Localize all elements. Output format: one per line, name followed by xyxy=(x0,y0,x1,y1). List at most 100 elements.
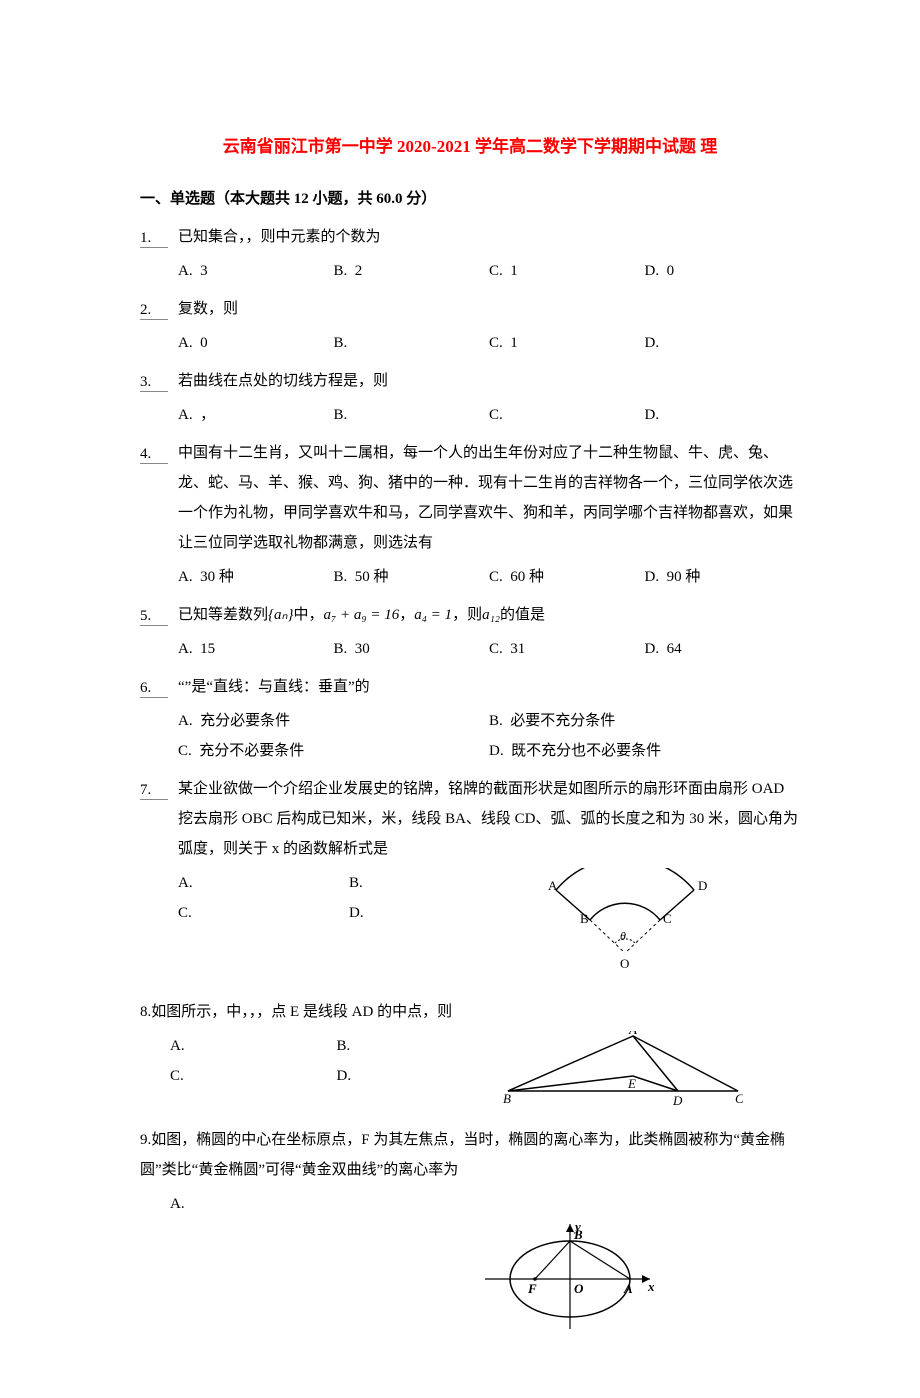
question-body: 中国有十二生肖，又叫十二属相，每一个人的出生年份对应了十二种生物鼠、牛、虎、兔、… xyxy=(178,438,800,592)
option-b: B. 必要不充分条件 xyxy=(489,706,800,736)
question-body: 已知集合，，则中元素的个数为 A. 3 B. 2 C. 1 D. 0 xyxy=(178,222,800,286)
option-c: C. 31 xyxy=(489,634,645,664)
options: A. 30 种 B. 50 种 C. 60 种 D. 90 种 xyxy=(178,562,800,592)
question-text: 某企业欲做一个介绍企业发展史的铭牌，铭牌的截面形状是如图所示的扇形环面由扇形 O… xyxy=(178,774,800,864)
question-9: 9.如图，椭圆的中心在坐标原点，F 为其左焦点，当时，椭圆的离心率为，此类椭圆被… xyxy=(140,1125,800,1350)
question-2: 2. 复数，则 A. 0 B. C. 1 D. xyxy=(140,294,800,358)
q5-suffix: 的值是 xyxy=(500,607,545,623)
option-d: D. xyxy=(349,898,520,928)
option-d: D. xyxy=(645,400,801,430)
question-text: “”是“直线：与直线：垂直”的 xyxy=(178,672,800,702)
question-number: 1. xyxy=(140,228,168,248)
question-body: 若曲线在点处的切线方程是，则 A. ， B. C. D. xyxy=(178,366,800,430)
options: A. B. C. D. xyxy=(140,1031,503,1091)
question-8: 8.如图所示，中，，，点 E 是线段 AD 的中点，则 A. B. C. D. … xyxy=(140,997,800,1117)
label-C: C xyxy=(735,1091,743,1106)
question-5: 5. 已知等差数列{aₙ}中，a₇ + a₉ = 16，a₄ = 1，则a₁₂的… xyxy=(140,600,800,664)
label-x: x xyxy=(647,1279,655,1294)
option-b: B. 30 xyxy=(334,634,490,664)
question-number: 6. xyxy=(140,678,168,698)
option-b: B. xyxy=(337,1031,504,1061)
q5-prefix: 已知等差数列 xyxy=(178,607,268,623)
option-a: A. 充分必要条件 xyxy=(178,706,489,736)
question-text: 若曲线在点处的切线方程是，则 xyxy=(178,366,800,396)
document-title: 云南省丽江市第一中学 2020-2021 学年高二数学下学期期中试题 理 xyxy=(140,130,800,164)
option-c: C. 充分不必要条件 xyxy=(178,736,489,766)
option-a: A. ， xyxy=(178,400,334,430)
question-1: 1. 已知集合，，则中元素的个数为 A. 3 B. 2 C. 1 D. 0 xyxy=(140,222,800,286)
question-text: 9.如图，椭圆的中心在坐标原点，F 为其左焦点，当时，椭圆的离心率为，此类椭圆被… xyxy=(140,1125,800,1185)
option-b: B. xyxy=(334,328,490,358)
label-E: E xyxy=(627,1076,636,1091)
options: A. xyxy=(140,1189,800,1219)
options: A. B. C. D. xyxy=(178,868,520,928)
option-d: D. 64 xyxy=(645,634,801,664)
label-D: D xyxy=(698,878,707,893)
option-a: A. 3 xyxy=(178,256,334,286)
label-D: D xyxy=(672,1093,683,1106)
option-d: D. 既不充分也不必要条件 xyxy=(489,736,800,766)
figure-7-sector: A D B C O θ xyxy=(520,868,730,978)
option-c: C. xyxy=(178,898,349,928)
question-number: 4. xyxy=(140,444,168,464)
option-a: A. 15 xyxy=(178,634,334,664)
label-A: A xyxy=(623,1281,633,1296)
question-3: 3. 若曲线在点处的切线方程是，则 A. ， B. C. D. xyxy=(140,366,800,430)
label-O: O xyxy=(574,1281,584,1296)
question-text: 中国有十二生肖，又叫十二属相，每一个人的出生年份对应了十二种生物鼠、牛、虎、兔、… xyxy=(178,438,800,558)
question-text: 复数，则 xyxy=(178,294,800,324)
question-text: 8.如图所示，中，，，点 E 是线段 AD 的中点，则 xyxy=(140,997,800,1027)
question-text: 已知等差数列{aₙ}中，a₇ + a₉ = 16，a₄ = 1，则a₁₂的值是 xyxy=(178,600,800,630)
figure-9-ellipse: F O A B x y xyxy=(480,1219,660,1339)
question-4: 4. 中国有十二生肖，又叫十二属相，每一个人的出生年份对应了十二种生物鼠、牛、虎… xyxy=(140,438,800,592)
q5-mid3: ，则 xyxy=(452,607,482,623)
question-number: 3. xyxy=(140,372,168,392)
figure-8-triangle: A B C D E xyxy=(503,1031,743,1106)
option-a: A. 0 xyxy=(178,328,334,358)
q5-eq2: a₄ = 1 xyxy=(414,607,452,623)
options: A. 3 B. 2 C. 1 D. 0 xyxy=(178,256,800,286)
label-B: B xyxy=(503,1091,511,1106)
options: A. 15 B. 30 C. 31 D. 64 xyxy=(178,634,800,664)
question-body: 复数，则 A. 0 B. C. 1 D. xyxy=(178,294,800,358)
question-6: 6. “”是“直线：与直线：垂直”的 A. 充分必要条件 B. 必要不充分条件 … xyxy=(140,672,800,766)
question-number: 7. xyxy=(140,780,168,800)
option-d: D. xyxy=(645,328,801,358)
label-y: y xyxy=(573,1219,581,1234)
label-theta: θ xyxy=(620,929,626,943)
label-F: F xyxy=(527,1281,537,1296)
q5-eq1: a₇ + a₉ = 16 xyxy=(324,607,400,623)
question-7: 7. 某企业欲做一个介绍企业发展史的铭牌，铭牌的截面形状是如图所示的扇形环面由扇… xyxy=(140,774,800,989)
q5-mid1: 中， xyxy=(294,607,324,623)
label-A: A xyxy=(548,878,558,893)
option-a: A. xyxy=(178,868,349,898)
option-d: D. xyxy=(337,1061,504,1091)
option-a: A. xyxy=(170,1189,800,1219)
label-O: O xyxy=(620,956,629,971)
question-body: “”是“直线：与直线：垂直”的 A. 充分必要条件 B. 必要不充分条件 C. … xyxy=(178,672,800,766)
options: A. 0 B. C. 1 D. xyxy=(178,328,800,358)
q5-mid2: ， xyxy=(399,607,414,623)
option-c: C. 1 xyxy=(489,256,645,286)
option-b: B. xyxy=(334,400,490,430)
option-b: B. xyxy=(349,868,520,898)
option-d: D. 0 xyxy=(645,256,801,286)
label-A: A xyxy=(628,1031,637,1037)
option-c: C. xyxy=(489,400,645,430)
label-C: C xyxy=(663,911,672,926)
option-a: A. 30 种 xyxy=(178,562,334,592)
options: A. ， B. C. D. xyxy=(178,400,800,430)
option-c: C. 60 种 xyxy=(489,562,645,592)
option-d: D. 90 种 xyxy=(645,562,801,592)
option-b: B. 2 xyxy=(334,256,490,286)
question-text: 已知集合，，则中元素的个数为 xyxy=(178,222,800,252)
q5-eq3: a₁₂ xyxy=(482,607,500,623)
q5-seq: {aₙ} xyxy=(268,607,293,623)
options: A. 充分必要条件 B. 必要不充分条件 C. 充分不必要条件 D. 既不充分也… xyxy=(178,706,800,766)
option-c: C. 1 xyxy=(489,328,645,358)
question-number: 2. xyxy=(140,300,168,320)
question-body: 某企业欲做一个介绍企业发展史的铭牌，铭牌的截面形状是如图所示的扇形环面由扇形 O… xyxy=(178,774,800,989)
option-b: B. 50 种 xyxy=(334,562,490,592)
option-a: A. xyxy=(170,1031,337,1061)
label-B: B xyxy=(580,911,589,926)
